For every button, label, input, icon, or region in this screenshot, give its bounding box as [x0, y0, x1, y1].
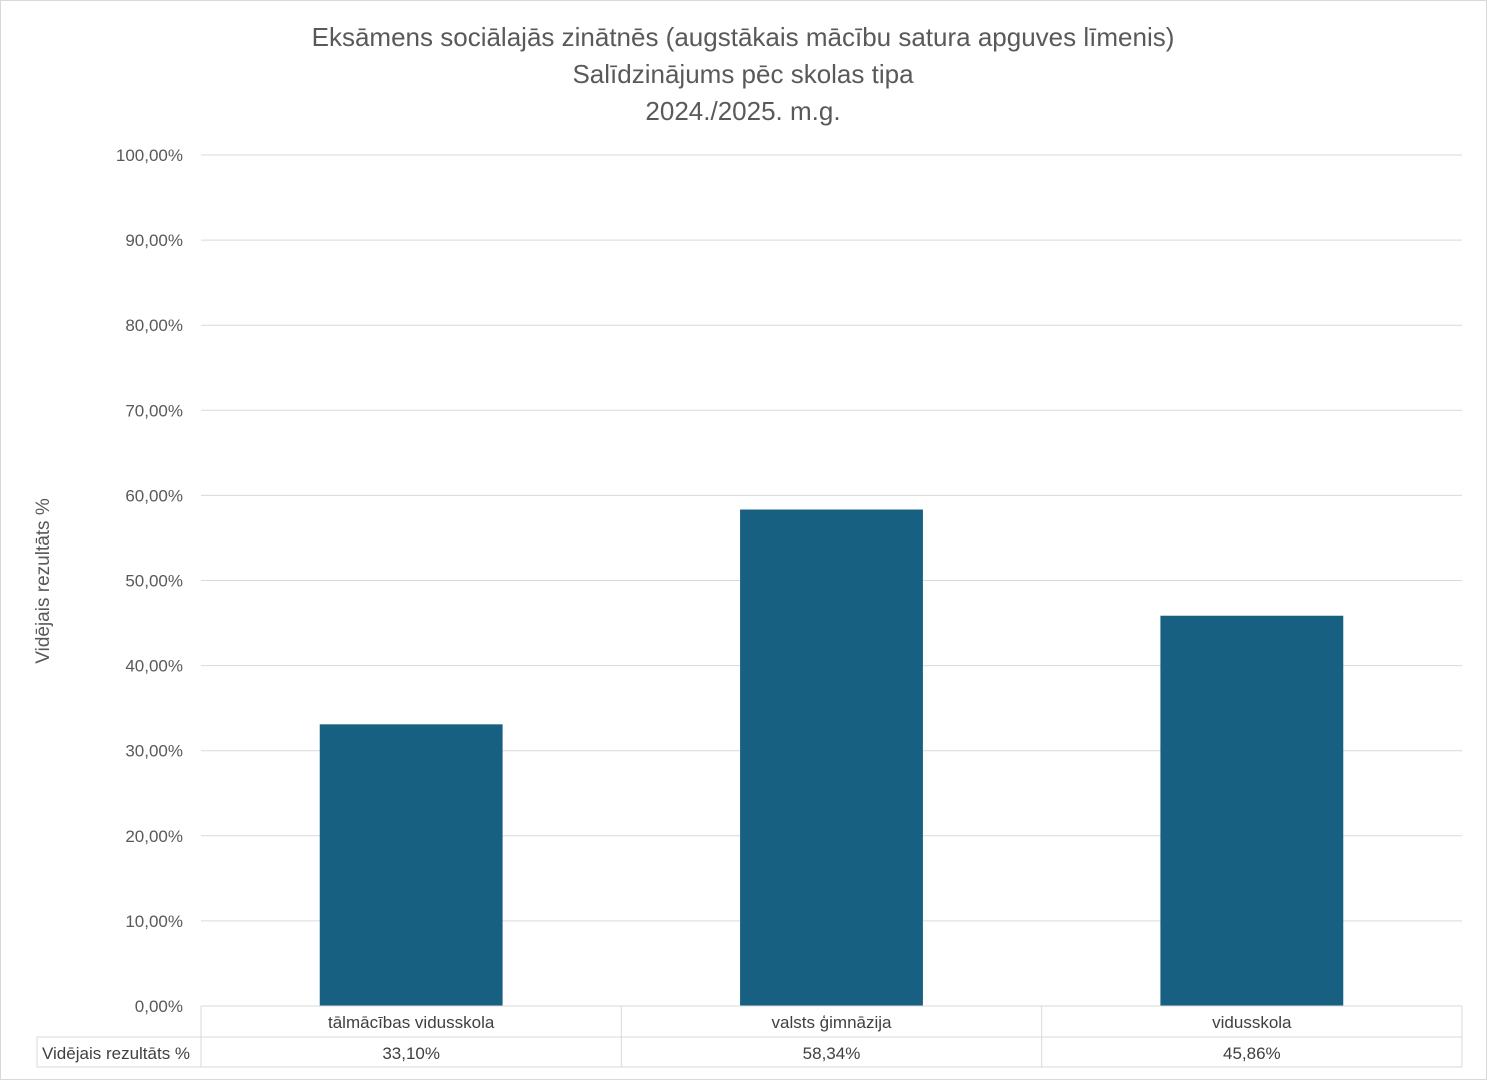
category-label: valsts ģimnāzija: [772, 1013, 893, 1032]
y-tick-label: 50,00%: [125, 572, 183, 591]
chart-title: Eksāmens sociālajās zinātnēs (augstākais…: [312, 22, 1175, 126]
bars: [319, 509, 1344, 1006]
y-tick-label: 30,00%: [125, 742, 183, 761]
y-tick-label: 40,00%: [125, 657, 183, 676]
series-name-label: Vidējais rezultāts %: [42, 1044, 190, 1063]
y-tick-label: 100,00%: [116, 146, 183, 165]
y-tick-label: 0,00%: [135, 997, 183, 1016]
y-axis-title: Vidējais rezultāts %: [33, 498, 54, 664]
chart-title-line-2: Salīdzinājums pēc skolas tipa: [572, 59, 914, 89]
y-tick-label: 90,00%: [125, 231, 183, 250]
category-label: tālmācības vidusskola: [328, 1013, 495, 1032]
data-label: 33,10%: [382, 1044, 440, 1063]
y-tick-labels: 0,00% 10,00% 20,00% 30,00% 40,00% 50,00% 60,00…: [116, 146, 183, 1016]
chart-title-line-3: 2024./2025. m.g.: [645, 96, 840, 126]
y-tick-label: 10,00%: [125, 912, 183, 931]
data-label: 45,86%: [1223, 1044, 1281, 1063]
y-tick-label: 60,00%: [125, 486, 183, 505]
data-label: 58,34%: [803, 1044, 861, 1063]
bar: [740, 509, 923, 1006]
chart-title-line-1: Eksāmens sociālajās zinātnēs (augstākais…: [312, 22, 1175, 52]
y-tick-label: 70,00%: [125, 401, 183, 420]
y-tick-label: 80,00%: [125, 316, 183, 335]
y-tick-label: 20,00%: [125, 827, 183, 846]
data-table: tālmācības vidusskola 33,10% valsts ģimnāz…: [36, 1005, 1463, 1068]
bar: [1160, 615, 1344, 1006]
bar: [319, 724, 503, 1006]
category-label: vidusskola: [1212, 1013, 1292, 1032]
